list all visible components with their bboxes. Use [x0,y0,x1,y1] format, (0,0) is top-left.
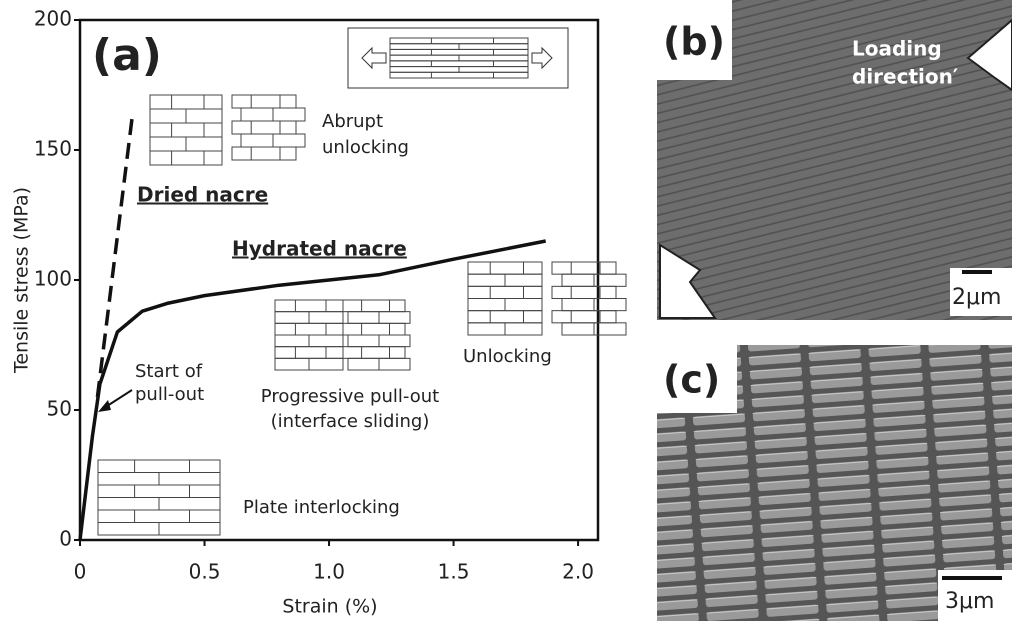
annotation: Unlocking [463,346,552,367]
brick-stack [468,262,542,335]
brick-stack [232,95,305,160]
y-tick-label: 0 [59,527,72,551]
direction-label: Loading [852,37,942,61]
y-tick-label: 150 [34,137,72,161]
brick-row [390,38,528,44]
brick-row [275,347,343,359]
x-tick-label: 0 [74,560,87,584]
annotations: Abrupt unlocking Start of pull-out Progr… [98,111,552,518]
brick-row [232,121,296,134]
arrow-head [98,400,111,412]
series-label: Dried nacre [137,183,268,207]
brick-row [552,311,616,323]
direction-label: direction′ [852,65,958,89]
y-tick-label: 50 [47,397,72,421]
series-label: Hydrated nacre [232,237,407,261]
annotation: Start of [135,361,203,382]
panel-label: (b) [663,20,725,64]
brick-stack [150,95,222,165]
brick-row [552,286,616,298]
brick-row [390,61,528,67]
brick-stack [343,300,410,370]
brick-stack [275,300,343,370]
brick-row [343,300,405,312]
brick-row [98,510,220,523]
annotation: pull-out [135,384,204,405]
brick-row [275,300,343,312]
data-line [97,116,132,397]
annotation: (interface sliding) [271,411,430,432]
scale-label: 3μm [945,589,994,614]
brick-stack [390,38,528,78]
brick-row [468,311,542,323]
x-tick-label: 2.0 [562,560,594,584]
brick-row [98,485,220,498]
brick-row [390,49,528,55]
x-tick-label: 0.5 [189,560,221,584]
x-tick-label: 1.5 [438,560,470,584]
brick-row [390,72,528,78]
brick-row [150,151,222,165]
annotation: Plate interlocking [243,497,400,518]
panel-label: (a) [92,30,162,81]
brick-row [343,347,405,359]
annotation: Abrupt [322,111,383,132]
panel-c: (c) 3μm [657,345,1012,621]
brick-row [552,262,616,274]
brick-row [98,460,220,473]
annotation: Progressive pull-out [261,386,439,407]
figure: (a) Strain (%) Tensile stress (MPa) Abru… [0,0,1012,621]
panel-b: (b) Loading direction′ 2μm [657,0,1012,320]
brick-stack [98,460,220,535]
brick-row [468,286,542,298]
brick-stack [552,262,626,335]
brick-row [343,323,405,335]
brick-row [232,147,296,160]
y-tick-label: 100 [34,267,72,291]
y-axis-title: Tensile stress (MPa) [11,187,33,374]
annotation: unlocking [322,137,409,158]
x-tick-label: 1.0 [313,560,345,584]
x-axis-title: Strain (%) [282,596,377,618]
brick-row [232,95,296,108]
brick-row [150,123,222,137]
panel-label: (c) [663,358,720,402]
brick-row [275,323,343,335]
loading-inset [348,28,568,88]
brick-row [150,95,222,109]
brick-row [468,262,542,274]
y-tick-label: 200 [34,7,72,31]
scale-label: 2μm [952,285,1001,310]
